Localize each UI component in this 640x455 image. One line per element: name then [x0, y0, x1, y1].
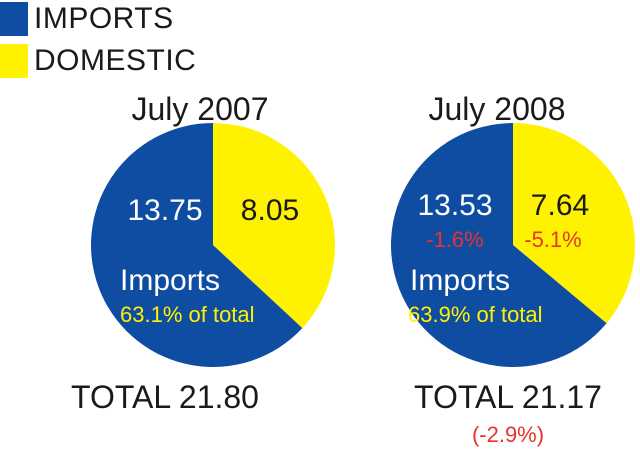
chart-title: July 2007: [132, 91, 269, 127]
legend-item-imports: IMPORTS: [0, 2, 174, 36]
slice-change-imports: -1.6%: [426, 227, 483, 252]
legend-label-domestic: DOMESTIC: [34, 44, 197, 77]
legend-swatch-imports: [0, 2, 28, 36]
share-text: 63.1% of total: [120, 302, 255, 327]
chart-july-2007: July 2007 13.75 8.05 Imports 63.1% of to…: [71, 91, 335, 415]
slice-label-imports: 13.53: [417, 189, 492, 222]
pie-slice-imports: [391, 123, 607, 368]
pie-slice-domestic: [213, 123, 335, 329]
share-label: Imports: [120, 264, 220, 297]
slice-label-imports: 13.75: [127, 194, 202, 227]
total-change: (-2.9%): [472, 422, 544, 447]
chart-title: July 2008: [429, 91, 566, 127]
legend-label-imports: IMPORTS: [34, 2, 174, 35]
slice-change-domestic: -5.1%: [524, 227, 581, 252]
pie-2007: [90, 122, 335, 367]
slice-label-domestic: 7.64: [531, 189, 589, 222]
share-label: Imports: [410, 264, 510, 297]
chart-july-2008: July 2008 13.53 -1.6% 7.64 -5.1% Imports…: [391, 91, 636, 447]
share-text: 63.9% of total: [408, 302, 543, 327]
legend-swatch-domestic: [0, 44, 28, 78]
legend-item-domestic: DOMESTIC: [0, 44, 196, 78]
pie-slice-imports: [90, 122, 303, 367]
total-text: TOTAL 21.80: [71, 379, 259, 415]
pie-2008: [391, 123, 636, 368]
slice-label-domestic: 8.05: [241, 194, 299, 227]
pie-slice-domestic: [513, 123, 636, 324]
total-text: TOTAL 21.17: [414, 379, 602, 415]
